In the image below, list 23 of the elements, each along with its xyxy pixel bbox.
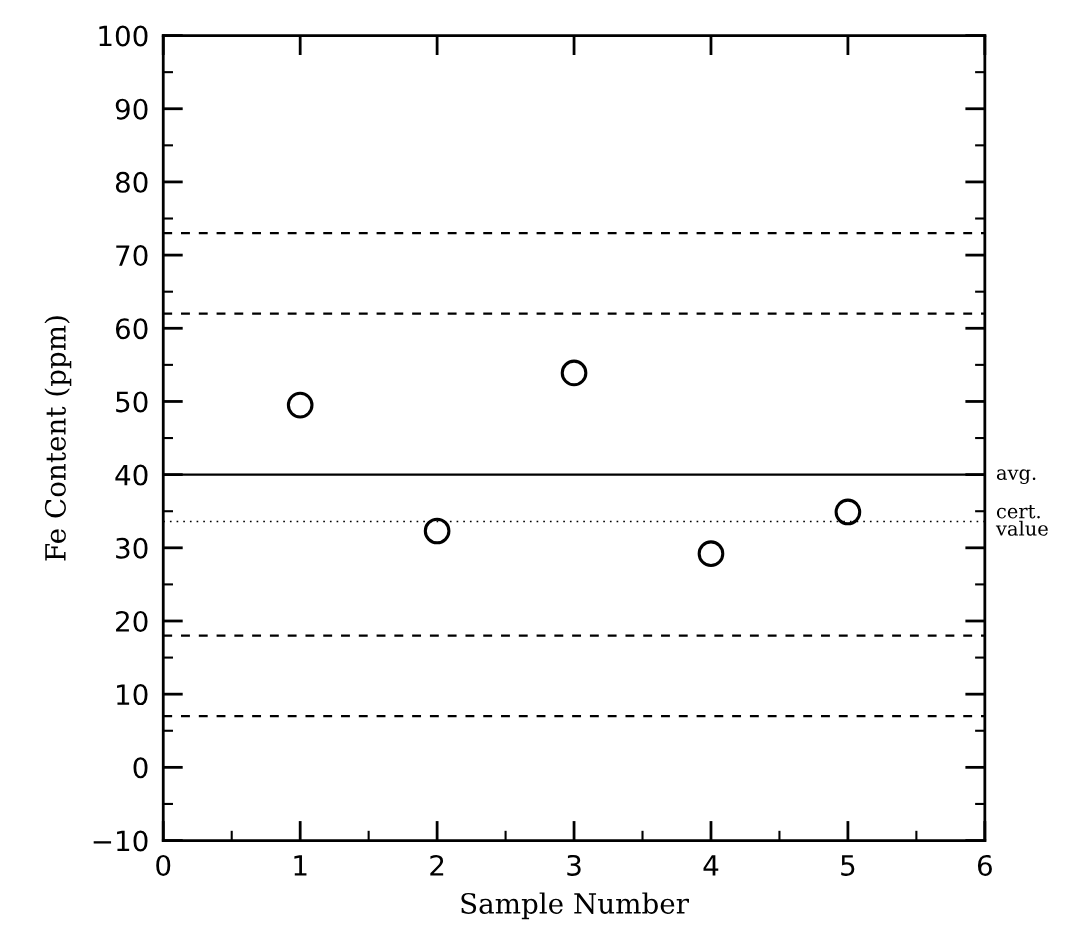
y-tick-label: 50 (116, 391, 148, 413)
ref-line-label: avg. (996, 469, 1036, 485)
y-tick-label: 0 (133, 757, 148, 779)
x-tick-label: 4 (703, 855, 719, 876)
y-tick-label: 40 (115, 464, 148, 486)
y-tick-label: 30 (116, 537, 148, 559)
y-tick-label: 10 (117, 684, 148, 706)
x-tick-label: 2 (430, 854, 444, 876)
ref-line-label: cert. value (995, 504, 1048, 536)
y-tick-label: −10 (93, 830, 148, 852)
y-axis-title: Fe Content (ppm) (44, 316, 72, 561)
y-tick-label: 90 (115, 98, 148, 120)
y-tick-label: 80 (115, 171, 148, 193)
y-tick-label: 70 (116, 245, 148, 267)
x-tick-label: 0 (156, 854, 171, 876)
x-tick-label: 3 (567, 854, 581, 876)
y-tick-label: 20 (116, 610, 148, 632)
x-axis-title: Sample Number (461, 892, 689, 920)
x-tick-label: 5 (841, 855, 855, 876)
y-tick-label: 100 (99, 25, 148, 47)
x-tick-label: 1 (294, 855, 307, 876)
x-tick-label: 6 (977, 854, 992, 876)
y-tick-label: 60 (115, 318, 148, 340)
